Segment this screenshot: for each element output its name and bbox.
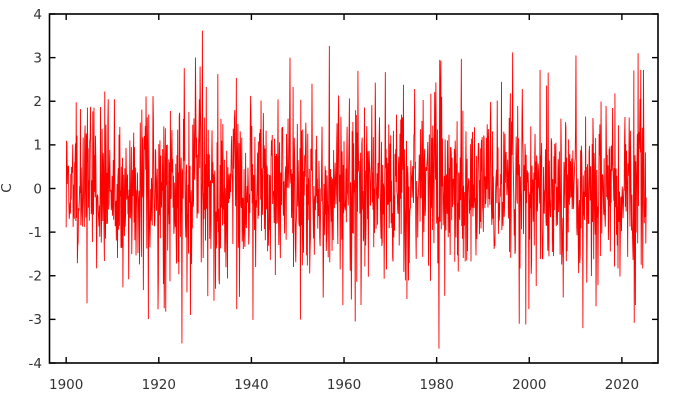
- axis-labels-group: 1900 1920 1940 1960 1980 2000 2020 -4 -3 -2 -1 0 1 2 3…: [29, 7, 640, 393]
- y-axis-tick-label: 3: [33, 50, 42, 66]
- y-axis-tick-label: -3: [29, 312, 42, 328]
- y-axis-tick-label: -2: [29, 269, 42, 285]
- axis-ticks-group: [49, 13, 658, 364]
- y-axis-tick-label: 4: [33, 7, 42, 23]
- x-axis-tick-label: 1920: [142, 377, 176, 393]
- y-axis-title: C: [0, 183, 15, 192]
- x-axis-tick-label: 2000: [512, 377, 546, 393]
- y-axis-tick-label: 1: [33, 138, 42, 154]
- y-axis-tick-label: -1: [29, 225, 42, 241]
- x-axis-tick-label: 1960: [327, 377, 361, 393]
- y-axis-tick-label: -4: [29, 356, 42, 372]
- y-axis-tick-label: 0: [33, 181, 42, 197]
- series-line-C: [65, 30, 647, 349]
- x-axis-tick-label: 1980: [419, 377, 453, 393]
- x-axis-tick-label: 2020: [605, 377, 639, 393]
- x-axis-tick-label: 1940: [234, 377, 268, 393]
- plot-series-group: [65, 30, 647, 349]
- x-axis-tick-label: 1900: [49, 377, 83, 393]
- y-axis-tick-label: 2: [33, 94, 42, 110]
